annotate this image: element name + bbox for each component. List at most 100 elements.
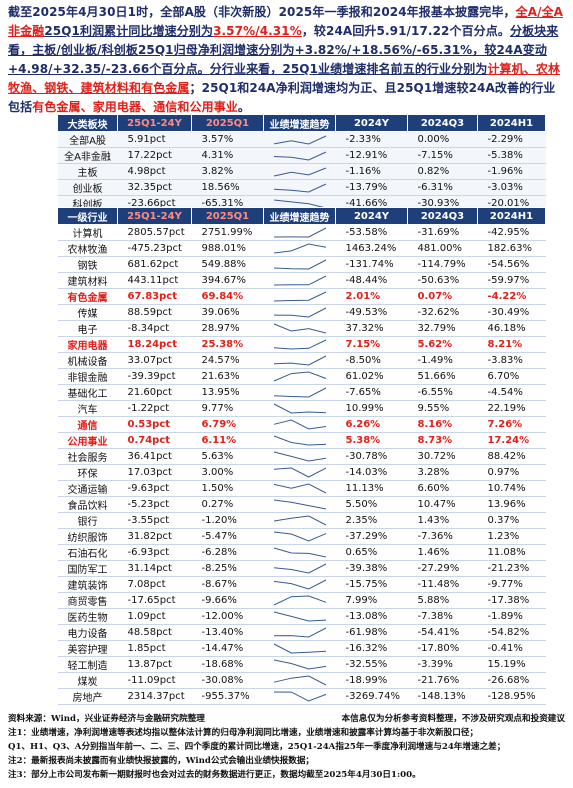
sparkline	[273, 323, 326, 334]
row: 建筑材料 443.11pct 394.67% -48.44% -50.63% -59.97…	[57, 272, 546, 289]
cell: -15.75%	[335, 576, 408, 593]
cell: -12.00%	[191, 608, 264, 625]
sparkline	[273, 403, 326, 414]
trend-line	[273, 451, 326, 462]
cell: -37.29%	[335, 528, 408, 545]
intro-text: 截至2025年4月30日1时，全部A股（非次新股）2025年一季报和2024年报…	[8, 5, 516, 19]
row-label: 通信	[57, 416, 118, 433]
cell: -11.09pct	[117, 672, 192, 689]
row: 煤炭 -11.09pct -30.08% -18.99% -21.76% -26.68%	[57, 672, 546, 689]
row-label: 美容护理	[57, 640, 118, 657]
trend-line	[273, 151, 326, 161]
trend-cell	[263, 240, 336, 257]
cell: -9.63pct	[117, 480, 192, 497]
cell: -50.63%	[407, 272, 478, 289]
header-row: 一级行业 25Q1-24Y 2025Q1 业绩增速趋势 2024Y 2024Q3 2024H…	[57, 207, 546, 225]
row-label: 全A非金融	[57, 147, 118, 164]
row: 计算机 2805.57pct 2751.99% -53.58% -31.69% -42.9…	[57, 224, 546, 241]
cell: 88.59pct	[117, 304, 192, 321]
row-label: 基础化工	[57, 384, 118, 401]
cell: -7.65%	[335, 384, 408, 401]
sparkline	[273, 675, 326, 686]
trend-cell	[263, 432, 336, 449]
intro-text: 25Q1利润累计同比增速分别为	[44, 24, 214, 38]
row: 食品饮料 -5.23pct 0.27% 5.50% 10.47% 13.96%	[57, 496, 546, 513]
row: 商贸零售 -17.65pct -9.66% 7.99% 5.88% -17.38%	[57, 592, 546, 609]
row-label: 纺织服饰	[57, 528, 118, 545]
row: 全部A股 5.91pct 3.57% -2.33% 0.00% -2.29%	[57, 131, 546, 148]
cell: 481.00%	[407, 240, 478, 257]
header-cell: 2024Y	[335, 114, 408, 132]
cell: 51.66%	[407, 368, 478, 385]
cell: 1.43%	[407, 512, 478, 529]
trend-cell	[263, 336, 336, 353]
cell: -148.13%	[407, 688, 478, 705]
row: 主板 4.98pct 3.82% -1.16% 0.82% -1.96%	[57, 163, 546, 180]
row-label: 农林牧渔	[57, 240, 118, 257]
trend-cell	[263, 496, 336, 513]
sparkline	[273, 227, 326, 238]
footer: 资料来源：Wind，兴业证券经济与金融研究院整理 本信息仅为分析参考资料整理，不…	[8, 712, 565, 782]
cell: -128.95%	[477, 688, 546, 705]
intro-text: 分板块来看，主板/创业板/科创板25Q1归母净利润增速分别为+3.82%/+18…	[8, 24, 559, 76]
cell: -59.97%	[477, 272, 546, 289]
cell: 13.96%	[477, 496, 546, 513]
cell: -6.55%	[407, 384, 478, 401]
row-label: 环保	[57, 464, 118, 481]
cell: -21.23%	[477, 560, 546, 577]
cell: 3.57%	[191, 131, 264, 148]
trend-cell	[263, 384, 336, 401]
cell: 6.11%	[191, 432, 264, 449]
row-label: 计算机	[57, 224, 118, 241]
industry-table: 一级行业 25Q1-24Y 2025Q1 业绩增速趋势 2024Y 2024Q3 2024H…	[57, 207, 546, 705]
trend-cell	[263, 640, 336, 657]
row-label: 机械设备	[57, 352, 118, 369]
cell: 2.35%	[335, 512, 408, 529]
trend-cell	[263, 288, 336, 305]
cell: -61.98%	[335, 624, 408, 641]
intro-text: 有色金属、家用电器、通信和公用事业	[32, 100, 238, 114]
cell: 17.03pct	[117, 464, 192, 481]
cell: -1.22pct	[117, 400, 192, 417]
cell: -3269.74%	[335, 688, 408, 705]
header-cell: 2024H1	[477, 114, 546, 132]
cell: 24.57%	[191, 352, 264, 369]
row: 有色金属 67.83pct 69.84% 2.01% 0.07% -4.22%	[57, 288, 546, 305]
cell: -9.77%	[477, 576, 546, 593]
intro-text: 全A/全A非金融	[8, 5, 564, 38]
cell: 5.88%	[407, 592, 478, 609]
source-row: 资料来源：Wind，兴业证券经济与金融研究院整理 本信息仅为分析参考资料整理，不…	[8, 712, 565, 726]
row-label: 石油石化	[57, 544, 118, 561]
trend-line	[273, 659, 326, 670]
header-cell: 2024Q3	[407, 207, 478, 225]
intro: 截至2025年4月30日1时，全部A股（非次新股）2025年一季报和2024年报…	[8, 3, 565, 117]
cell: -1.96%	[477, 163, 546, 180]
row: 社会服务 36.41pct 5.63% -30.78% 30.72% 88.42%	[57, 448, 546, 465]
trend-cell	[263, 656, 336, 673]
cell: 18.24pct	[117, 336, 192, 353]
header-cell: 业绩增速趋势	[263, 114, 336, 132]
header-cell: 一级行业	[57, 207, 118, 225]
cell: -14.03%	[335, 464, 408, 481]
trend-line	[273, 627, 326, 638]
trend-cell	[263, 528, 336, 545]
trend-line	[273, 483, 326, 494]
trend-cell	[263, 256, 336, 273]
cell: -8.67%	[191, 576, 264, 593]
trend-line	[273, 611, 326, 622]
trend-line	[273, 323, 326, 334]
cell: -11.48%	[407, 576, 478, 593]
row-label: 社会服务	[57, 448, 118, 465]
trend-line	[273, 675, 326, 686]
cell: -3.83%	[477, 352, 546, 369]
row-label: 建筑装饰	[57, 576, 118, 593]
cell: 0.74pct	[117, 432, 192, 449]
row-label: 商贸零售	[57, 592, 118, 609]
cell: 5.62%	[407, 336, 478, 353]
trend-line	[273, 243, 326, 254]
cell: -32.55%	[335, 656, 408, 673]
cell: -53.58%	[335, 224, 408, 241]
trend-cell	[263, 400, 336, 417]
sparkline	[273, 183, 326, 193]
cell: 0.97%	[477, 464, 546, 481]
